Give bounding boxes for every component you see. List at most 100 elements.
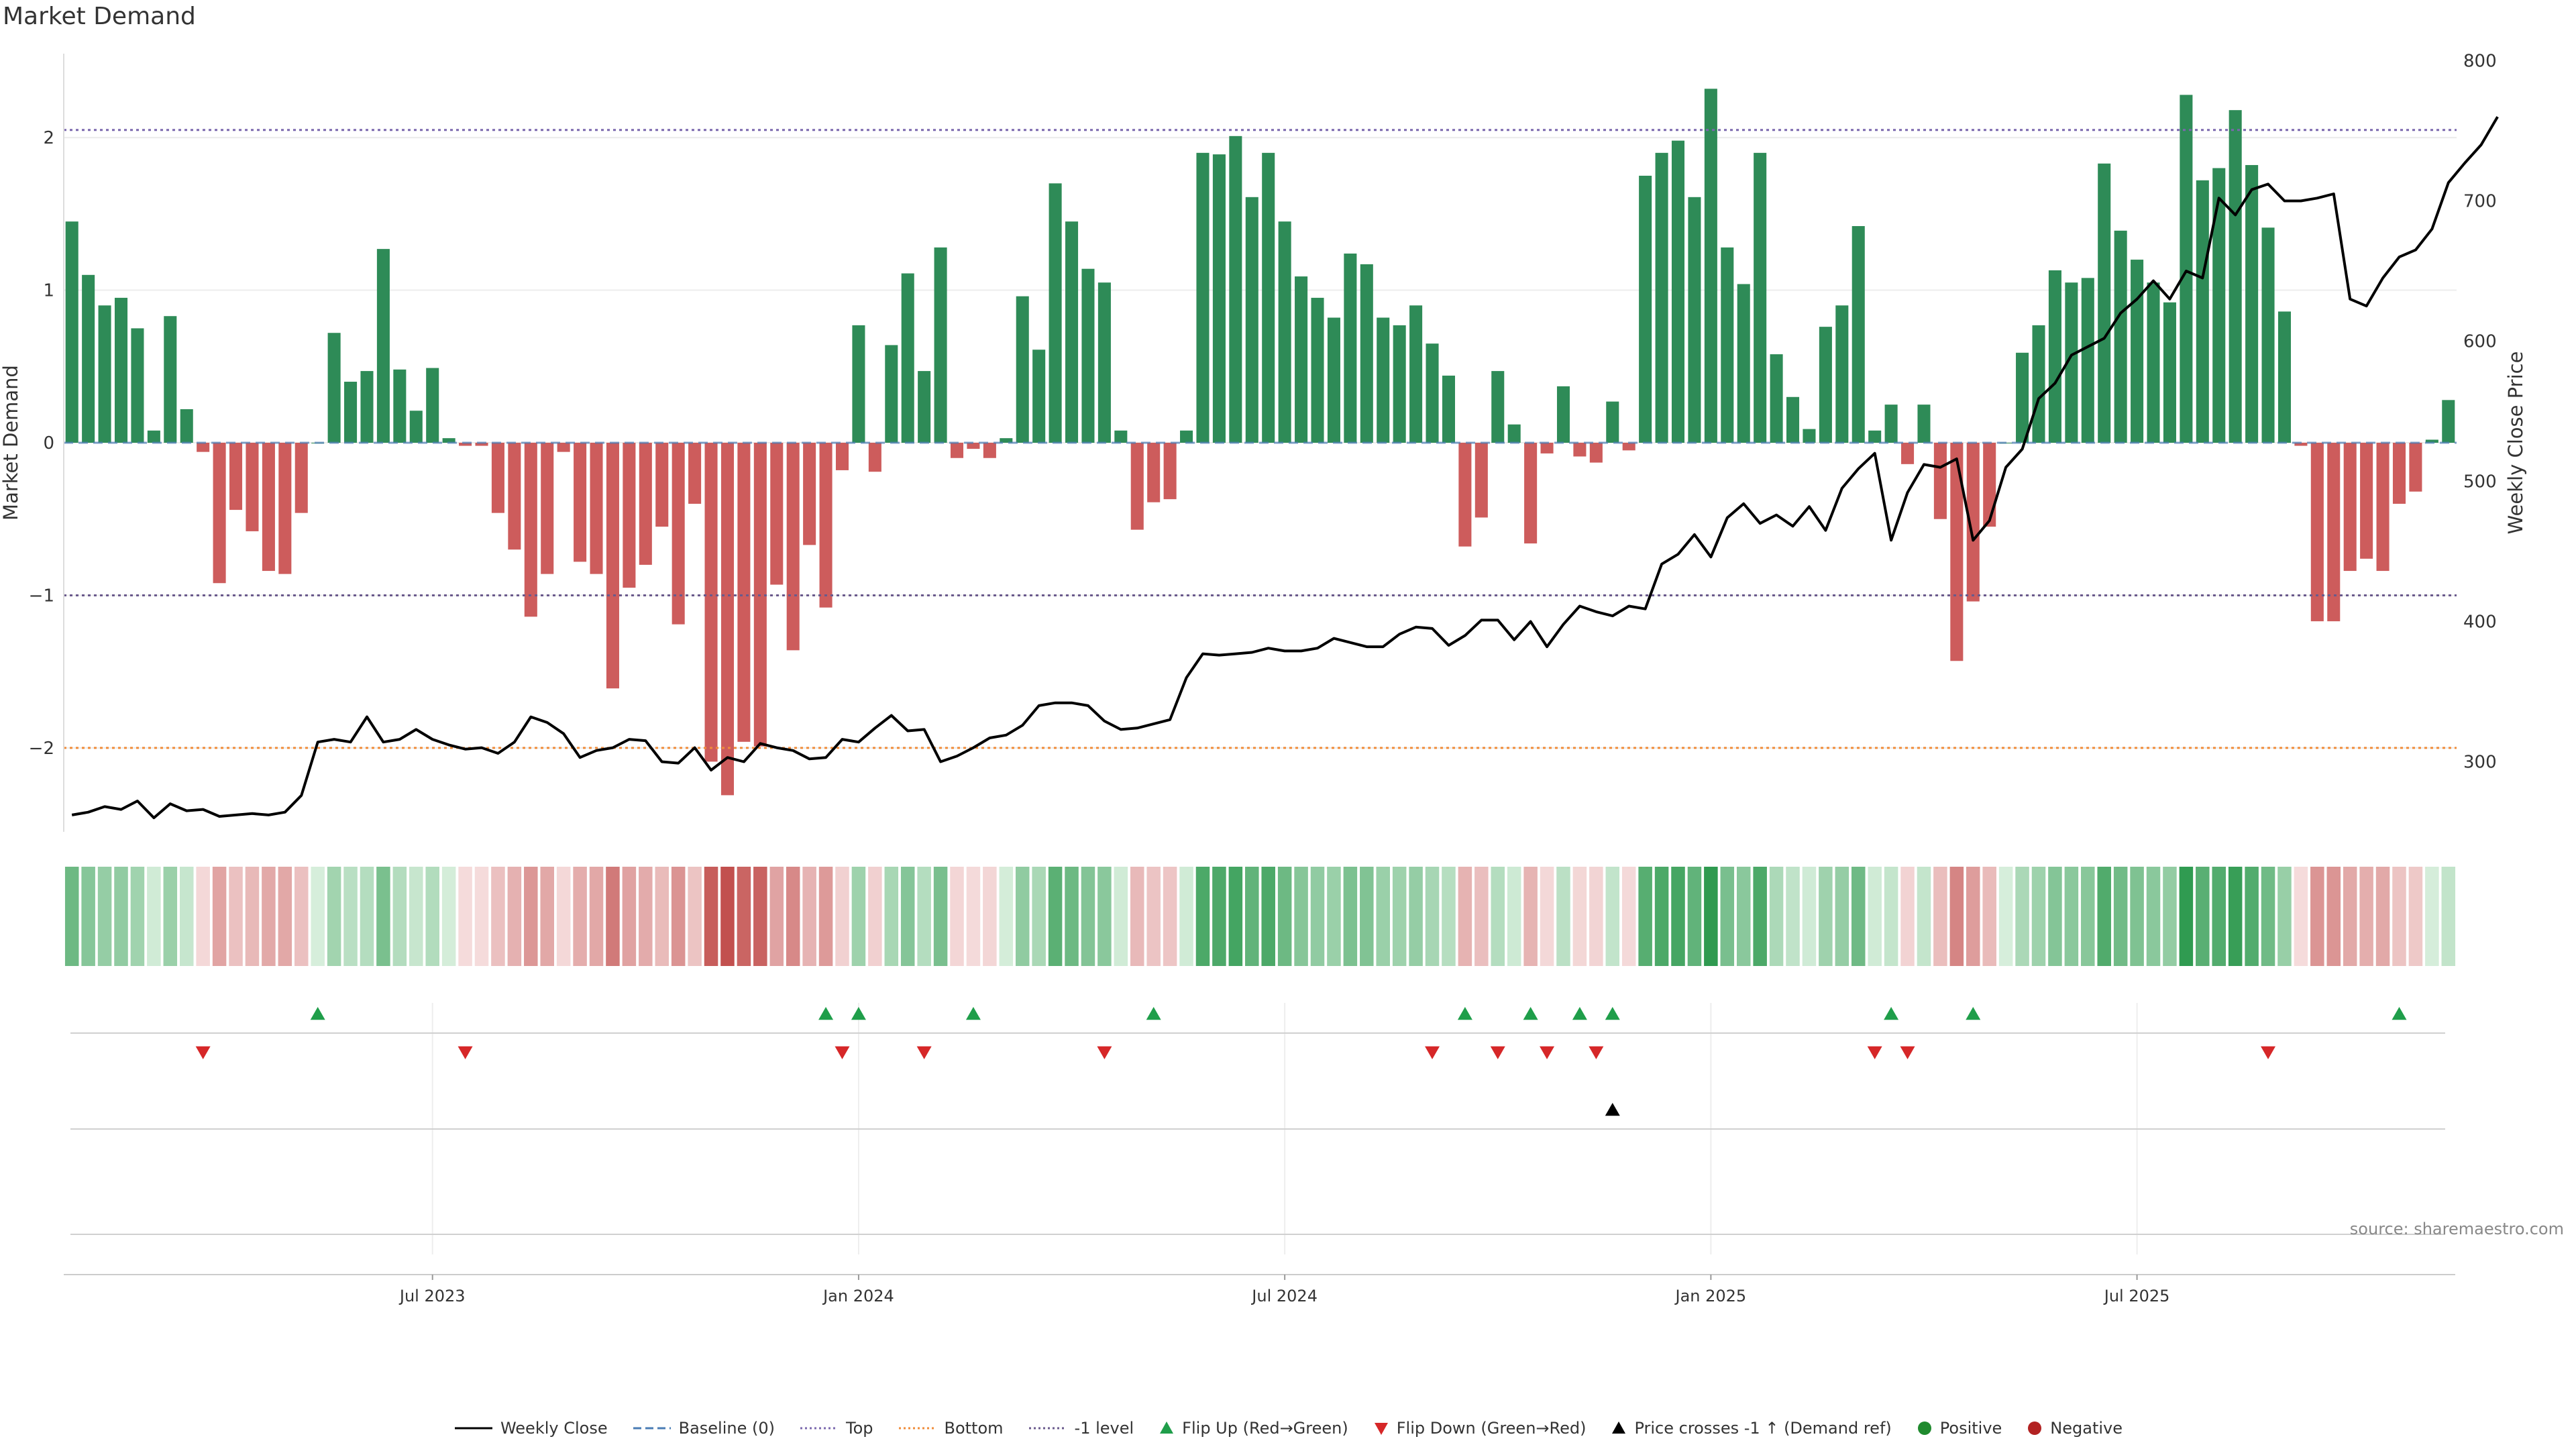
- demand-bar: [1737, 284, 1750, 443]
- legend-item: Baseline (0): [632, 1419, 775, 1438]
- heat-cell: [671, 867, 686, 966]
- legend: Weekly Close Baseline (0) Top Bottom -1 leve…: [0, 1419, 2576, 1441]
- heat-cell: [1097, 867, 1112, 966]
- heat-cell: [1228, 867, 1243, 966]
- demand-bar: [1049, 183, 1062, 443]
- heat-cell: [1327, 867, 1341, 966]
- demand-bar: [574, 443, 587, 562]
- demand-bar: [1655, 152, 1668, 443]
- weekly-close-line: [71, 116, 2499, 820]
- demand-bar: [2016, 352, 2029, 443]
- demand-bar: [2360, 443, 2373, 559]
- heat-cell: [2212, 867, 2226, 966]
- demand-bar: [1901, 443, 1915, 464]
- heat-cell: [2064, 867, 2079, 966]
- heat-cell: [2425, 867, 2439, 966]
- demand-bar: [2409, 443, 2422, 492]
- demand-bar: [2131, 260, 2144, 443]
- heat-cell: [2081, 867, 2095, 966]
- heat-cell: [1966, 867, 1980, 966]
- demand-bar: [1770, 354, 1783, 443]
- heat-cell: [851, 867, 866, 966]
- demand-bar: [1163, 443, 1177, 500]
- y2-tick-label: 300: [2463, 752, 2497, 772]
- demand-bar: [1786, 396, 1800, 443]
- demand-bar: [950, 443, 964, 458]
- heat-cell: [1360, 867, 1374, 966]
- heat-cell: [1687, 867, 1702, 966]
- flip-up-marker: [1146, 1007, 1161, 1020]
- heat-cell: [1491, 867, 1505, 966]
- legend-item: Negative: [2026, 1419, 2123, 1438]
- heat-cell: [262, 867, 276, 966]
- heat-cell: [900, 867, 915, 966]
- heat-cell: [2015, 867, 2029, 966]
- heat-cell: [327, 867, 341, 966]
- heat-cell: [1933, 867, 1947, 966]
- demand-bar: [2310, 443, 2324, 622]
- heat-cell: [1310, 867, 1325, 966]
- heat-cell: [1621, 867, 1636, 966]
- heat-cell: [524, 867, 538, 966]
- demand-bar: [2212, 168, 2226, 443]
- demand-bar: [1081, 268, 1095, 443]
- demand-bar: [1180, 430, 1193, 443]
- heat-cell: [589, 867, 604, 966]
- heat-cell: [2245, 867, 2259, 966]
- flip-up-marker: [1605, 1007, 1620, 1020]
- x-tick-label: Jul 2025: [2103, 1287, 2170, 1305]
- demand-bar: [1950, 443, 1964, 661]
- demand-bar: [1130, 443, 1144, 530]
- demand-bar: [147, 430, 160, 443]
- demand-bar: [409, 411, 423, 443]
- heat-cell: [655, 867, 669, 966]
- flip-up-marker: [965, 1007, 981, 1020]
- demand-bar: [1491, 371, 1505, 443]
- demand-bar: [1097, 282, 1111, 443]
- demand-bar: [623, 443, 636, 588]
- circle-swatch-icon: [1917, 1421, 1931, 1435]
- heat-cell: [1392, 867, 1407, 966]
- heat-cell: [573, 867, 587, 966]
- demand-bar: [1147, 443, 1161, 502]
- heat-cell: [835, 867, 849, 966]
- demand-bar: [1556, 386, 1570, 443]
- heat-cell: [2310, 867, 2324, 966]
- dot-swatch-icon: [898, 1427, 936, 1430]
- demand-bar: [918, 371, 931, 443]
- heat-cell: [1032, 867, 1046, 966]
- demand-bar: [1819, 327, 1832, 443]
- bar-layer: [65, 89, 2455, 796]
- heat-cell: [1294, 867, 1308, 966]
- demand-bar: [1311, 297, 1324, 443]
- demand-bar: [1360, 264, 1373, 443]
- demand-bar: [541, 443, 554, 574]
- heat-cell: [196, 867, 210, 966]
- heat-cell: [1769, 867, 1784, 966]
- legend-item: -1 level: [1028, 1419, 1134, 1438]
- heat-cell: [2097, 867, 2111, 966]
- y2-tick-label: 700: [2463, 191, 2497, 211]
- flip-down-marker: [195, 1046, 211, 1059]
- heat-cell: [2359, 867, 2373, 966]
- heat-cell: [1802, 867, 1817, 966]
- reference-lines: [64, 129, 2457, 749]
- heat-cell: [163, 867, 178, 966]
- flip-down-marker: [458, 1046, 473, 1059]
- y2-tick-label: 600: [2463, 331, 2497, 352]
- heat-cell: [1851, 867, 1866, 966]
- demand-bar: [1212, 154, 1226, 443]
- heat-cell: [441, 867, 456, 966]
- heat-cell: [556, 867, 571, 966]
- demand-bar: [360, 371, 374, 443]
- demand-bar: [393, 369, 407, 443]
- heat-cell: [1998, 867, 2013, 966]
- demand-bar: [704, 443, 718, 762]
- demand-bar: [1851, 226, 1865, 443]
- heat-cell: [1605, 867, 1620, 966]
- demand-bar: [246, 443, 259, 531]
- flip-down-marker: [1425, 1046, 1440, 1059]
- demand-bar: [2048, 270, 2061, 443]
- up-swatch-icon: [1160, 1421, 1174, 1434]
